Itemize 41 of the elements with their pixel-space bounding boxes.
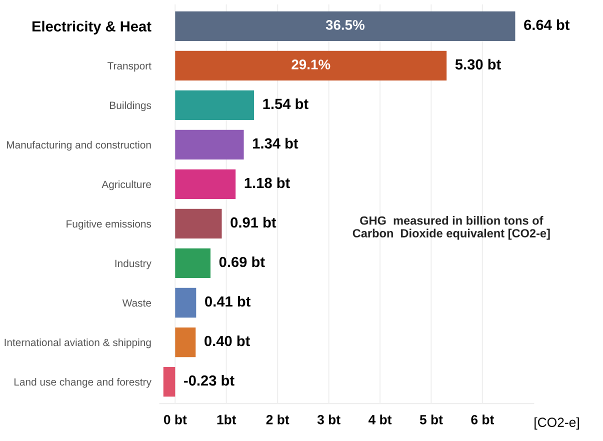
x-axis-title: [CO2-e] (534, 417, 579, 430)
y-tick-label: Industry (115, 259, 152, 270)
x-tick-label: 6 bt (471, 414, 494, 424)
y-tick-label: Manufacturing and construction (6, 140, 151, 151)
data-label: 0.41 bt (205, 296, 251, 307)
y-tick-label: Buildings (110, 101, 152, 112)
bar (175, 327, 196, 358)
y-tick-label: Electricity & Heat (32, 20, 152, 34)
data-label: 1.34 bt (253, 138, 298, 149)
x-tick-label: 3 bt (317, 414, 340, 424)
bar (175, 90, 254, 120)
annotation: 29.1% (292, 60, 330, 70)
data-label: -0.23 bt (184, 374, 234, 386)
x-tick-label: 2 bt (266, 414, 290, 424)
data-label: 5.30 bt (455, 58, 501, 70)
y-tick-label: Transport (108, 62, 152, 72)
y-tick-label: International aviation & shipping (4, 338, 151, 348)
y-tick-label: Waste (122, 299, 151, 307)
bar (175, 208, 222, 239)
x-tick-label: 4 bt (368, 414, 392, 424)
x-tick-label: 0 bt (164, 414, 187, 424)
x-tick-label: 1bt (217, 414, 236, 424)
data-label: 1.18 bt (244, 177, 290, 188)
y-tick-label: Land use change and forestry (14, 378, 152, 388)
annotation: GHG measured in billion tons of Carbon Dioxide equivalent [CO2-e] (352, 216, 550, 240)
annotation: 36.5% (326, 20, 365, 30)
x-tick-label: 5 bt (420, 414, 443, 424)
bar (175, 288, 196, 318)
data-label: 0.69 bt (219, 256, 265, 268)
data-label: 0.40 bt (204, 335, 250, 346)
bar (175, 248, 210, 278)
y-tick-label: Fugitive emissions (66, 220, 152, 230)
y-tick-label: Agriculture (102, 180, 151, 190)
bar (175, 11, 516, 41)
bar (175, 50, 447, 80)
data-label: 6.64 bt (524, 19, 570, 30)
bar (175, 169, 236, 200)
bar (163, 366, 176, 397)
bar (175, 130, 244, 160)
data-label: 1.54 bt (263, 98, 308, 110)
data-label: 0.91 bt (230, 216, 276, 228)
